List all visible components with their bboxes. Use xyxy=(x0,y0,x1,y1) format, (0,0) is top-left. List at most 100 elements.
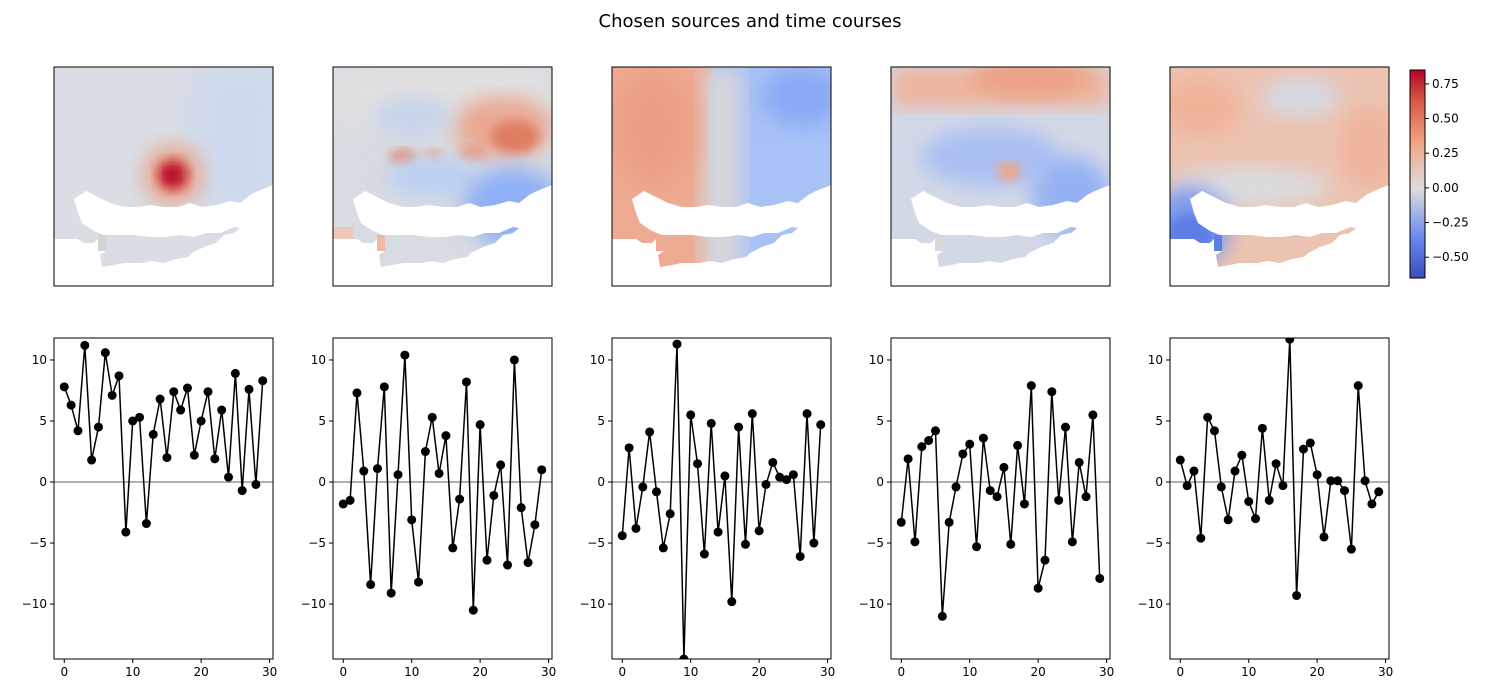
data-point xyxy=(258,376,268,386)
data-point xyxy=(224,472,234,482)
y-tick-label: 10 xyxy=(311,353,326,367)
data-point xyxy=(1244,497,1254,507)
data-point xyxy=(930,426,940,436)
series-line xyxy=(63,345,264,533)
series-line xyxy=(1179,339,1380,596)
data-point xyxy=(782,475,792,485)
data-point xyxy=(768,457,778,467)
y-tick-label: 10 xyxy=(32,353,47,367)
x-tick-label: 0 xyxy=(1176,665,1184,679)
data-point xyxy=(686,410,696,420)
x-tick-label: 10 xyxy=(1241,665,1256,679)
data-point xyxy=(1047,387,1057,397)
time-course-4: 0 10 20 30 −10 −5 0 5 10 xyxy=(859,337,1114,679)
x-tick-label: 0 xyxy=(618,665,626,679)
data-point xyxy=(87,455,97,465)
data-point xyxy=(345,495,355,505)
x-tick-label: 10 xyxy=(962,665,977,679)
data-point xyxy=(420,447,430,457)
axes-frame xyxy=(332,337,553,660)
colorbar-gradient xyxy=(1409,69,1426,279)
y-tick-label: −10 xyxy=(301,597,326,611)
x-tick-label: 10 xyxy=(125,665,140,679)
data-point xyxy=(468,605,478,615)
data-point xyxy=(237,486,247,496)
x-tick-label: 30 xyxy=(1099,665,1114,679)
x-tick-label: 0 xyxy=(897,665,905,679)
data-point xyxy=(182,383,192,393)
x-tick-label: 20 xyxy=(752,665,767,679)
data-point xyxy=(393,470,403,480)
data-point xyxy=(992,492,1002,502)
y-tick-label: 0 xyxy=(39,475,47,489)
data-point xyxy=(244,384,254,394)
time-course-2: 0 10 20 30 −10 −5 0 5 10 xyxy=(301,337,556,679)
data-point xyxy=(523,558,533,568)
data-point xyxy=(896,517,906,527)
y-tick-label: 5 xyxy=(597,414,605,428)
data-point xyxy=(1019,499,1029,509)
data-point xyxy=(59,382,69,392)
y-tick-label: 5 xyxy=(876,414,884,428)
colorbar-tick-label: −0.25 xyxy=(1432,216,1469,230)
data-point xyxy=(1216,482,1226,492)
data-point xyxy=(734,422,744,432)
data-point xyxy=(1033,583,1043,593)
data-point xyxy=(1374,487,1384,497)
data-point xyxy=(1203,412,1213,422)
data-point xyxy=(489,490,499,500)
colorbar-tick-label: 0.75 xyxy=(1432,77,1459,91)
series-line xyxy=(621,344,822,659)
data-point xyxy=(679,654,689,659)
x-tick-label: 20 xyxy=(1031,665,1046,679)
data-point xyxy=(978,433,988,443)
data-point xyxy=(530,520,540,530)
time-courses: 0 10 20 30 −10 −5 0 5 10 0 10 20 30 −10 −5 0 5 10 0 10 20 30 −… xyxy=(22,337,1393,679)
data-point xyxy=(1237,450,1247,460)
data-point xyxy=(366,580,376,590)
data-point xyxy=(965,439,975,449)
data-point xyxy=(1223,515,1233,525)
y-tick-label: −5 xyxy=(308,536,326,550)
data-point xyxy=(455,494,465,504)
y-tick-label: −5 xyxy=(1145,536,1163,550)
data-point xyxy=(617,531,627,541)
data-point xyxy=(1319,532,1329,542)
data-point xyxy=(217,405,227,415)
data-point xyxy=(509,355,519,365)
y-tick-label: −10 xyxy=(580,597,605,611)
y-tick-label: −5 xyxy=(587,536,605,550)
colorbar-tick-label: 0.00 xyxy=(1432,181,1459,195)
data-point xyxy=(672,339,682,349)
y-tick-label: 10 xyxy=(869,353,884,367)
colorbar: 0.75 0.50 0.25 0.00 −0.25 −0.50 xyxy=(1409,69,1469,279)
data-point xyxy=(1353,381,1363,391)
x-tick-label: 30 xyxy=(1378,665,1393,679)
data-point xyxy=(1095,573,1105,583)
data-point xyxy=(1257,423,1267,433)
data-point xyxy=(441,431,451,441)
data-point xyxy=(169,387,179,397)
data-point xyxy=(162,453,172,463)
source-map-2 xyxy=(332,66,553,287)
data-point xyxy=(537,465,547,475)
data-point xyxy=(1175,455,1185,465)
data-point xyxy=(400,350,410,360)
y-tick-label: −5 xyxy=(29,536,47,550)
y-tick-label: −5 xyxy=(866,536,884,550)
data-point xyxy=(414,577,424,587)
data-point xyxy=(951,482,961,492)
data-point xyxy=(352,388,362,398)
data-point xyxy=(100,348,110,358)
colorbar-tick-label: 0.50 xyxy=(1432,112,1459,126)
data-point xyxy=(713,527,723,537)
data-point xyxy=(176,405,186,415)
data-point xyxy=(427,412,437,422)
data-point xyxy=(359,466,369,476)
colorbar-tick-label: −0.50 xyxy=(1432,250,1469,264)
source-map-3 xyxy=(611,66,832,287)
axes-frame xyxy=(890,337,1111,660)
data-point xyxy=(1067,537,1077,547)
data-point xyxy=(944,517,954,527)
time-course-3: 0 10 20 30 −10 −5 0 5 10 xyxy=(580,337,835,679)
